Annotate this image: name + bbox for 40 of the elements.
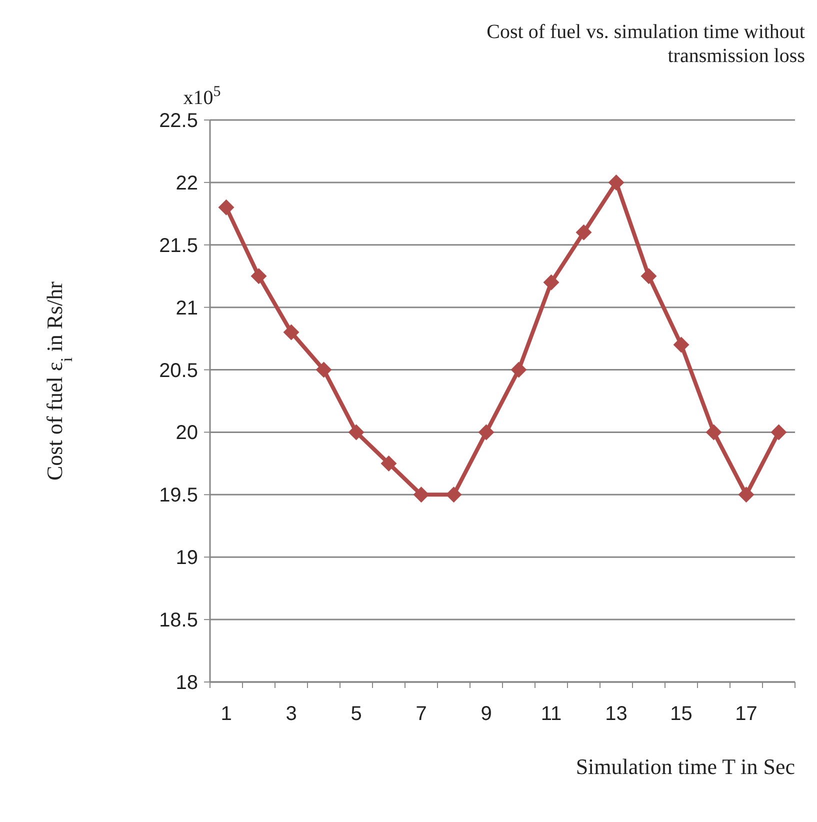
point bbox=[218, 199, 234, 216]
point bbox=[250, 268, 267, 284]
y-tick-label: 19 bbox=[176, 547, 198, 570]
point bbox=[640, 268, 657, 284]
point bbox=[348, 424, 364, 440]
x-tick-label: 1 bbox=[220, 703, 232, 725]
y-tick-label: 19.5 bbox=[159, 484, 198, 507]
x-tick-label: 13 bbox=[605, 703, 628, 725]
point bbox=[510, 362, 527, 378]
x-tick-label: 15 bbox=[670, 703, 692, 725]
text: x10$^{5}$ bbox=[183, 84, 221, 109]
y-tick-label: 21.5 bbox=[159, 234, 198, 257]
chart-title: Cost of fuel vs. simulation time without transmission loss bbox=[486, 21, 806, 67]
y-tick-label: 18 bbox=[176, 672, 198, 694]
x-tick-label: 5 bbox=[350, 703, 362, 725]
x-tick-label: 7 bbox=[416, 703, 427, 725]
point bbox=[316, 362, 332, 378]
point bbox=[770, 424, 787, 440]
point bbox=[446, 486, 462, 503]
point bbox=[706, 424, 722, 440]
point bbox=[413, 486, 430, 503]
x-tick-label: 17 bbox=[735, 703, 758, 725]
x-tick-label: 11 bbox=[540, 703, 562, 725]
point bbox=[543, 274, 560, 290]
point bbox=[283, 324, 300, 340]
y-tick-label: 21 bbox=[176, 297, 198, 320]
y-tick-label: 20.5 bbox=[159, 360, 198, 382]
point bbox=[576, 224, 592, 240]
x-tick-label: 3 bbox=[286, 703, 297, 725]
y-tick-label: 22 bbox=[176, 172, 198, 194]
point bbox=[380, 455, 397, 472]
point bbox=[738, 486, 754, 503]
y-tick-label: 20 bbox=[176, 422, 198, 444]
point bbox=[478, 424, 494, 440]
point bbox=[608, 174, 624, 190]
x-axis-title: Simulation time T in Sec bbox=[576, 754, 796, 779]
y-tick-label: 22.5 bbox=[159, 110, 198, 132]
point bbox=[673, 336, 690, 353]
y-tick-label: 18.5 bbox=[159, 610, 198, 632]
x-tick-label: 9 bbox=[480, 703, 492, 725]
